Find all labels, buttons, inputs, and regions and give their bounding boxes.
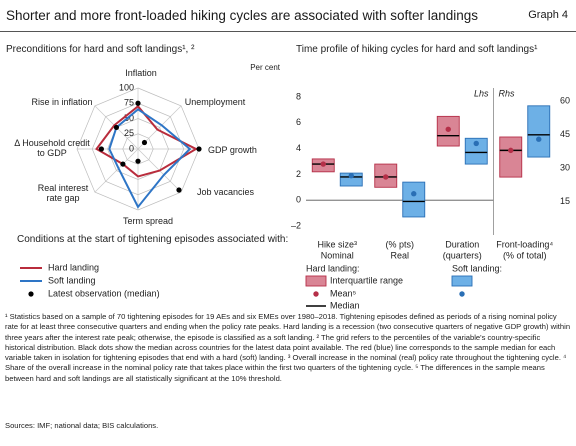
y2-tick-label: 15 <box>560 196 570 206</box>
axis-side-label: Lhs <box>474 88 489 98</box>
observation-dot <box>120 161 126 167</box>
observation-dot <box>135 158 141 164</box>
legend-label: Latest observation (median) <box>48 288 160 298</box>
radial-tick-label: 25 <box>124 128 134 138</box>
mean-dot <box>445 126 451 132</box>
radar-axis-label: Rise in inflation <box>31 97 93 107</box>
legend-group-label: Hard landing: <box>306 263 360 273</box>
radar-axis-label: Term spread <box>122 216 174 226</box>
header-rule <box>0 31 576 32</box>
iqr-box <box>527 105 551 158</box>
radar-axis-label: Job vacancies <box>197 187 255 197</box>
mean-dot <box>348 172 354 179</box>
legend-label: Hard landing <box>48 262 99 272</box>
observation-dot <box>176 187 182 193</box>
axis-side-label: Rhs <box>499 88 516 98</box>
mean-dot <box>383 174 389 180</box>
x-tick-label: Duration <box>445 239 479 249</box>
x-tick-sublabel: Real <box>390 250 409 260</box>
observation-dot <box>141 139 148 146</box>
mean-dot <box>411 191 417 197</box>
y2-tick-label: 60 <box>560 96 570 106</box>
y2-tick-label: 30 <box>560 163 570 173</box>
legend-label: Median <box>330 300 360 310</box>
radar-line <box>108 108 192 209</box>
radar-axis-label: Unemployment <box>184 97 246 107</box>
legend-swatch <box>459 291 465 297</box>
panel-title: Time profile of hiking cycles for hard a… <box>296 44 538 55</box>
observation-dot <box>196 146 202 152</box>
iqr-box <box>499 136 523 178</box>
radar-axis-label: Real interest rate gap <box>37 183 89 203</box>
radar-line <box>95 104 199 178</box>
legend-label: Soft landing <box>48 275 96 285</box>
observation-dot <box>98 146 104 152</box>
x-tick-sublabel: (% of total) <box>503 250 547 260</box>
radar-axis-label: Δ Household credit to GDP <box>14 138 90 158</box>
legend-group-label: Soft landing: <box>452 263 502 273</box>
footnotes: ¹ Statistics based on a sample of 70 tig… <box>5 312 571 383</box>
iqr-box <box>464 137 488 165</box>
x-tick-sublabel: Nominal <box>321 250 354 260</box>
x-tick-label: (% pts) <box>385 239 414 249</box>
unit-label: Per cent <box>250 63 280 72</box>
grid-line <box>76 87 200 211</box>
mean-dot <box>508 147 514 154</box>
y-tick-label: 6 <box>296 117 301 127</box>
radar-axis-label: Inflation <box>125 68 157 78</box>
legend-swatch <box>451 275 473 287</box>
radar-axis-label: GDP growth <box>208 145 257 155</box>
observation-dot <box>113 124 120 131</box>
y-tick-label: 4 <box>296 143 301 153</box>
y-tick-label: 2 <box>296 169 301 179</box>
mean-dot <box>473 140 479 147</box>
legend-title: Conditions at the start of tightening ep… <box>17 234 289 245</box>
y-tick-label: –2 <box>291 220 301 230</box>
legend-marker <box>28 291 34 297</box>
radial-tick-label: 75 <box>124 98 134 108</box>
mean-dot <box>536 136 542 142</box>
x-tick-label: Front-loading⁴ <box>496 239 553 249</box>
iqr-box <box>402 181 426 218</box>
radial-tick-label: 100 <box>119 82 134 92</box>
y-tick-label: 0 <box>296 195 301 205</box>
sources: Sources: IMF; national data; BIS calcula… <box>5 421 159 430</box>
page-title: Shorter and more front-loaded hiking cyc… <box>6 8 478 23</box>
mean-dot <box>320 161 326 167</box>
y2-tick-label: 45 <box>560 129 570 139</box>
graph-label: Graph 4 <box>528 9 568 21</box>
y-tick-label: 8 <box>296 91 301 101</box>
x-tick-sublabel: (quarters) <box>443 250 482 260</box>
radial-tick-label: 0 <box>129 143 134 153</box>
legend-swatch <box>313 291 319 297</box>
grid-line <box>91 102 185 196</box>
observation-dot <box>135 100 141 106</box>
legend-label: Mean⁵ <box>330 288 357 298</box>
legend-label: Interquartile range <box>330 275 403 285</box>
grid-line <box>122 133 154 165</box>
legend-swatch <box>305 275 327 287</box>
x-tick-label: Hike size³ <box>317 239 357 249</box>
panel-title: Preconditions for hard and soft landings… <box>6 44 195 55</box>
